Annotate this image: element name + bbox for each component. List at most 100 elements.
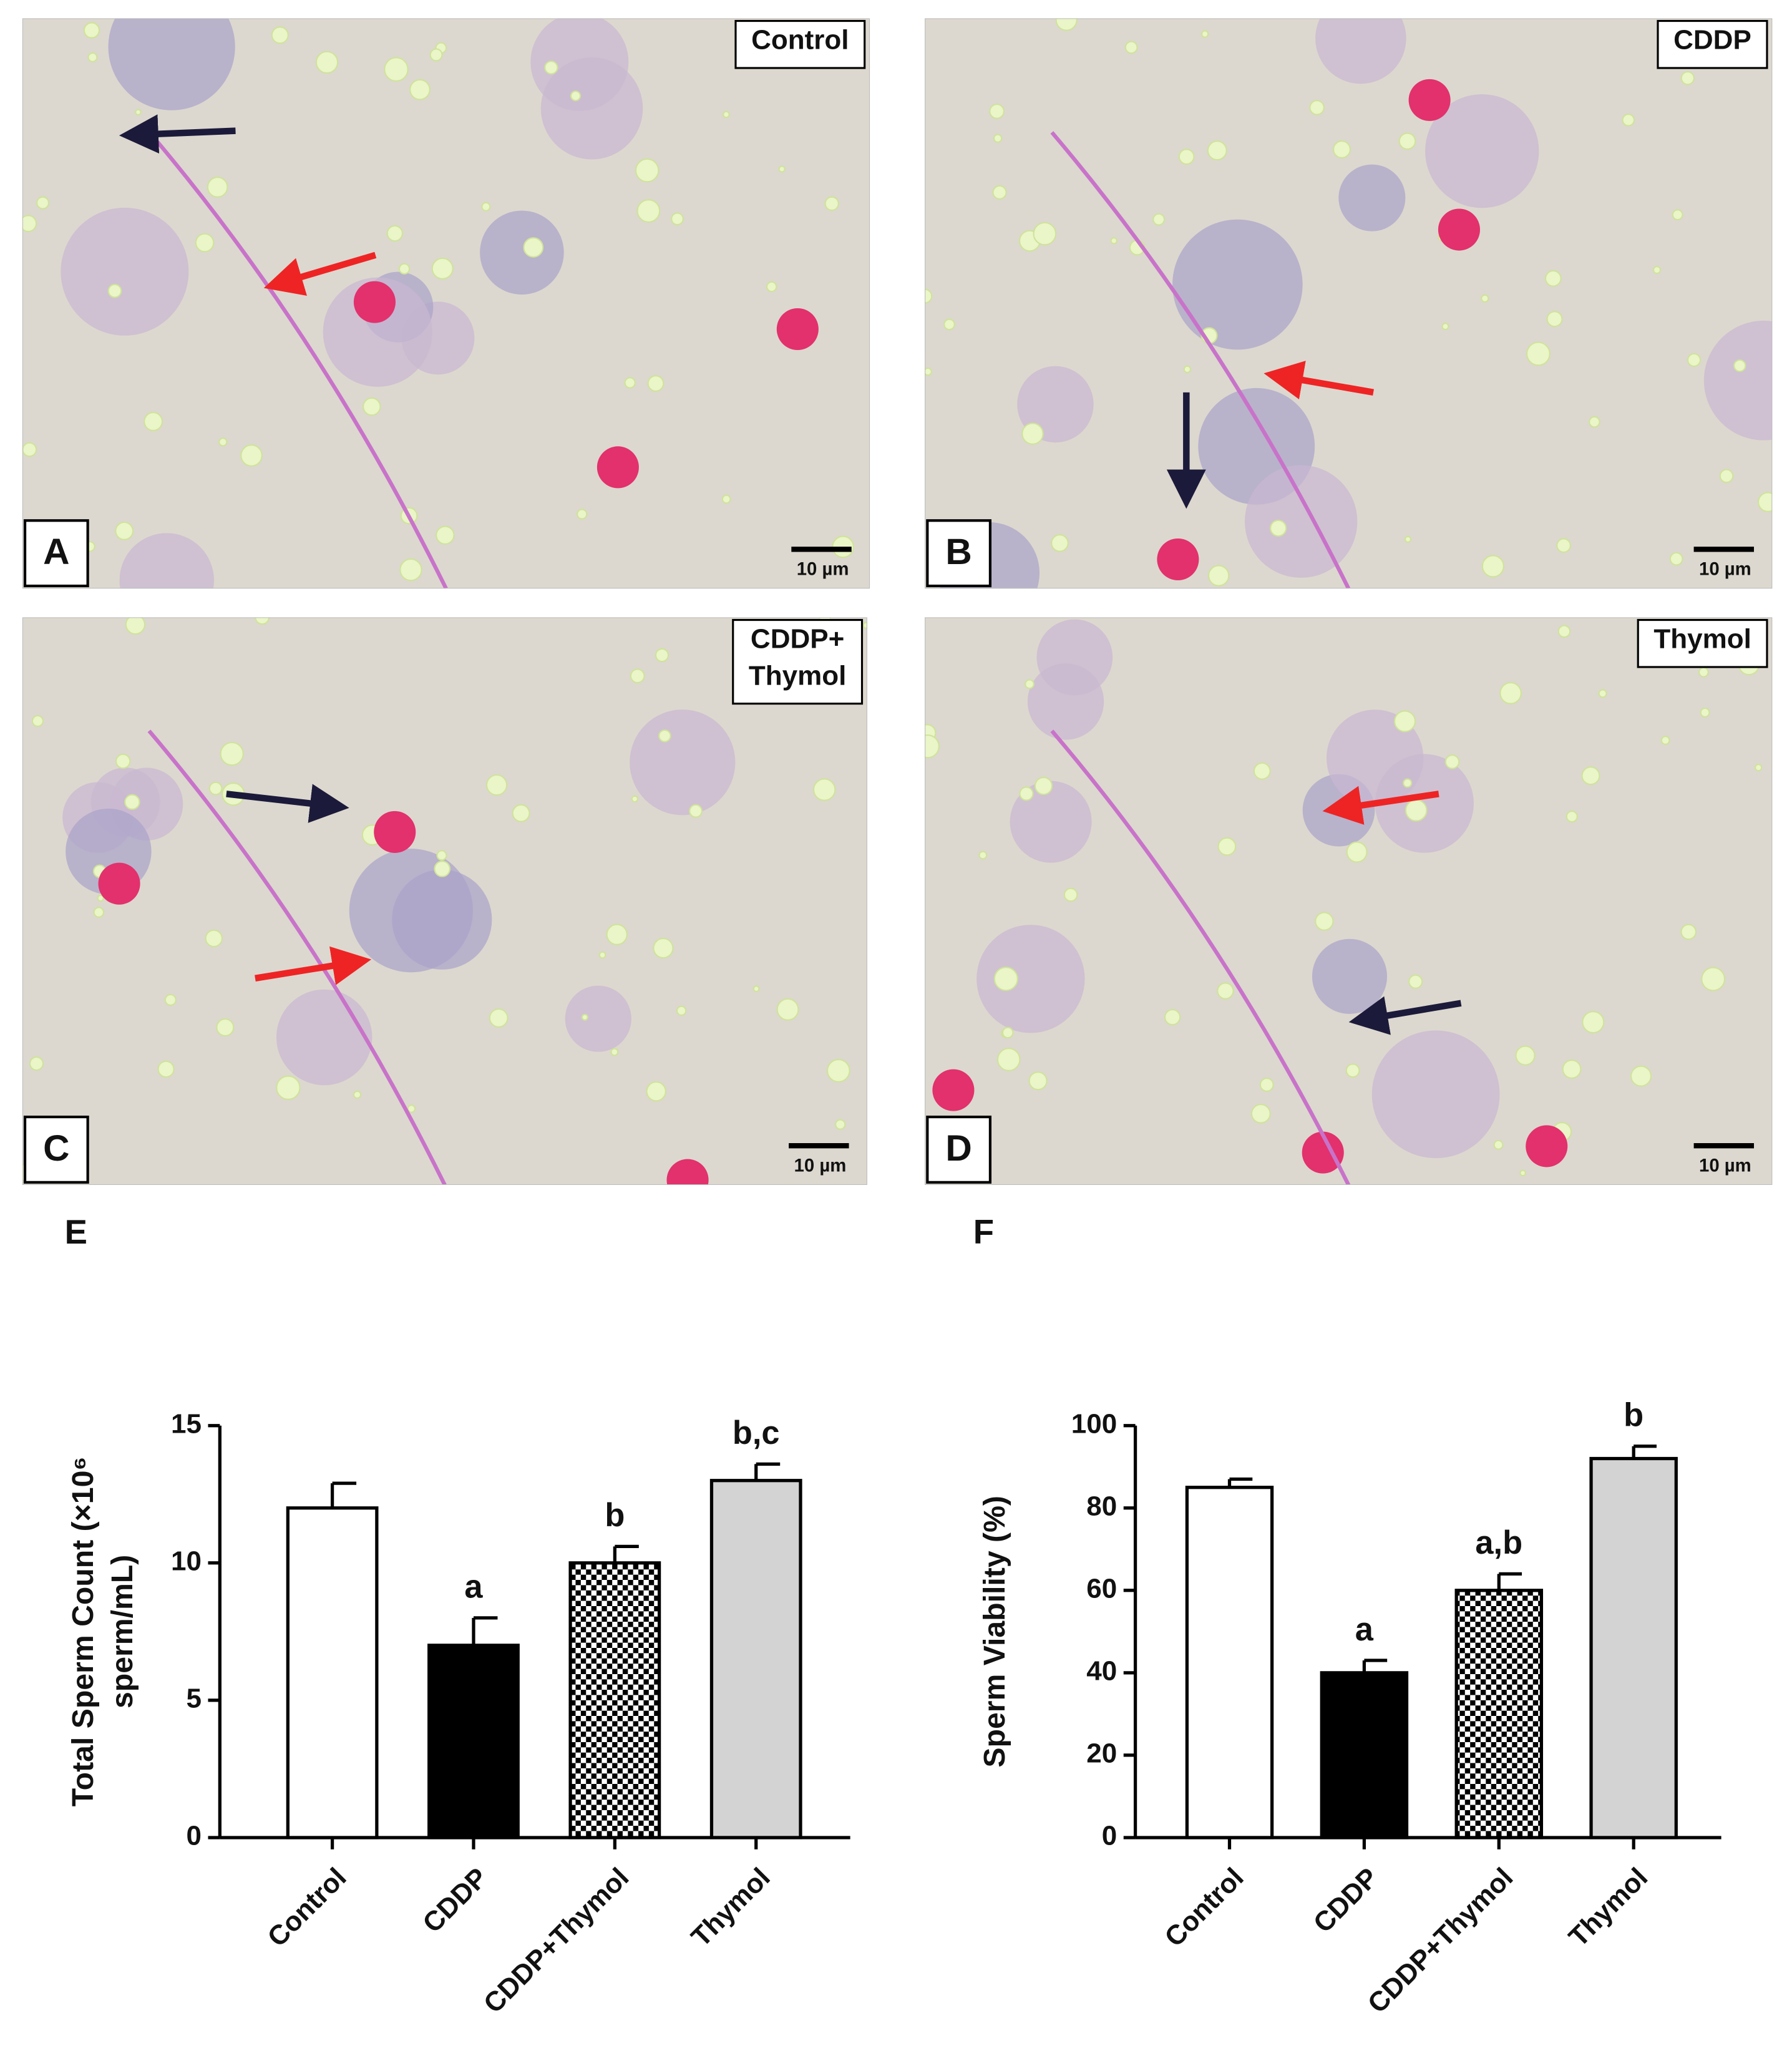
droplet: [1499, 682, 1522, 704]
droplet: [1687, 353, 1702, 367]
droplet: [1051, 534, 1069, 552]
erythrocyte: [1526, 1125, 1568, 1167]
droplet: [31, 714, 44, 728]
panel-letter-box: [23, 519, 89, 588]
group-label: CDDP+ Thymol: [732, 618, 864, 705]
droplet: [1217, 837, 1237, 856]
droplet: [1700, 707, 1710, 718]
droplet: [577, 509, 588, 520]
group-label-box: [734, 19, 866, 69]
droplet: [1033, 222, 1057, 246]
droplet: [1680, 923, 1697, 940]
significance-label: b: [605, 1498, 625, 1534]
droplet: [989, 104, 1005, 119]
cell: [1326, 709, 1424, 807]
x-tick-label: CDDP: [1308, 1862, 1385, 1939]
cell: [108, 18, 235, 110]
droplet: [436, 850, 447, 861]
droplet: [407, 1104, 416, 1113]
droplet: [164, 993, 177, 1006]
x-tick-label: Thymol: [1563, 1862, 1653, 1952]
droplet: [1698, 666, 1709, 678]
erythrocyte: [98, 862, 140, 905]
droplet: [544, 61, 558, 75]
droplet: [83, 22, 100, 39]
droplet: [1034, 776, 1053, 796]
droplet: [1309, 100, 1325, 115]
droplet: [363, 397, 381, 416]
droplet: [943, 318, 955, 331]
x-tick-label: Control: [1159, 1862, 1249, 1952]
droplet: [485, 774, 508, 796]
cell: [565, 985, 631, 1052]
droplet: [721, 494, 731, 504]
erythrocyte: [597, 446, 639, 489]
panel-letter: B: [945, 532, 971, 572]
sperm-tail: [148, 131, 448, 589]
droplet: [992, 185, 1007, 200]
droplet: [1701, 967, 1726, 991]
bar: [709, 1479, 802, 1839]
droplet: [1408, 974, 1423, 989]
arrow: [226, 784, 349, 823]
droplet: [1630, 1065, 1652, 1087]
droplet: [1405, 799, 1428, 822]
arrows: [119, 114, 1462, 1035]
droplet: [1622, 114, 1635, 127]
droplet: [1441, 323, 1449, 331]
cell: [1036, 619, 1113, 696]
y-tick-label: 60: [1086, 1573, 1117, 1604]
droplet: [97, 894, 104, 902]
droplet: [671, 212, 684, 226]
droplet: [1207, 140, 1227, 161]
droplet: [144, 412, 163, 432]
droplet: [1444, 754, 1460, 769]
bar: [1589, 1456, 1678, 1839]
droplet: [315, 51, 339, 74]
erythrocyte: [1408, 79, 1451, 121]
droplet: [1110, 237, 1118, 245]
droplet: [384, 57, 409, 82]
sperm-tail: [147, 729, 447, 1186]
erythrocyte: [1438, 208, 1481, 251]
droplet: [125, 617, 146, 635]
droplet: [1519, 1169, 1526, 1177]
droplet: [812, 778, 836, 801]
droplet: [624, 377, 636, 389]
droplet: [824, 196, 839, 211]
droplet: [523, 237, 544, 258]
droplet: [1346, 841, 1368, 863]
significance-label: a: [464, 1569, 483, 1605]
arrow: [119, 114, 236, 154]
droplet: [723, 110, 730, 119]
chart: E Total Sperm Count (×10⁶ sperm/mL) 0 5 10 15 C…: [65, 1213, 850, 2019]
significance-label: a: [1355, 1612, 1374, 1648]
cell: [976, 925, 1085, 1033]
droplet: [431, 257, 454, 280]
droplet: [570, 90, 582, 102]
x-tick-label: CDDP: [417, 1862, 494, 1939]
erythrocyte: [353, 281, 396, 323]
arrow: [255, 946, 372, 985]
droplet: [647, 375, 665, 392]
droplet: [1315, 912, 1334, 931]
droplet: [124, 794, 140, 810]
droplet: [409, 79, 431, 100]
droplet: [1598, 689, 1607, 698]
droplet: [398, 263, 411, 275]
droplet: [115, 521, 134, 540]
droplet: [835, 1119, 846, 1130]
droplet: [1393, 710, 1416, 733]
erythrocyte: [374, 811, 416, 853]
droplet: [216, 1018, 235, 1037]
droplet: [271, 26, 289, 44]
bar: [286, 1506, 379, 1839]
panel-letter-box: [926, 519, 992, 588]
droplet: [218, 437, 228, 447]
droplet: [1001, 1026, 1014, 1039]
droplet: [993, 134, 1003, 143]
droplet: [29, 1056, 44, 1071]
panel-labels: A Control 10 µm B CDDP 10 µm C CDDP+ Thymol 10 µm…: [23, 19, 1768, 1184]
droplet: [1019, 786, 1034, 801]
droplet: [436, 525, 455, 545]
